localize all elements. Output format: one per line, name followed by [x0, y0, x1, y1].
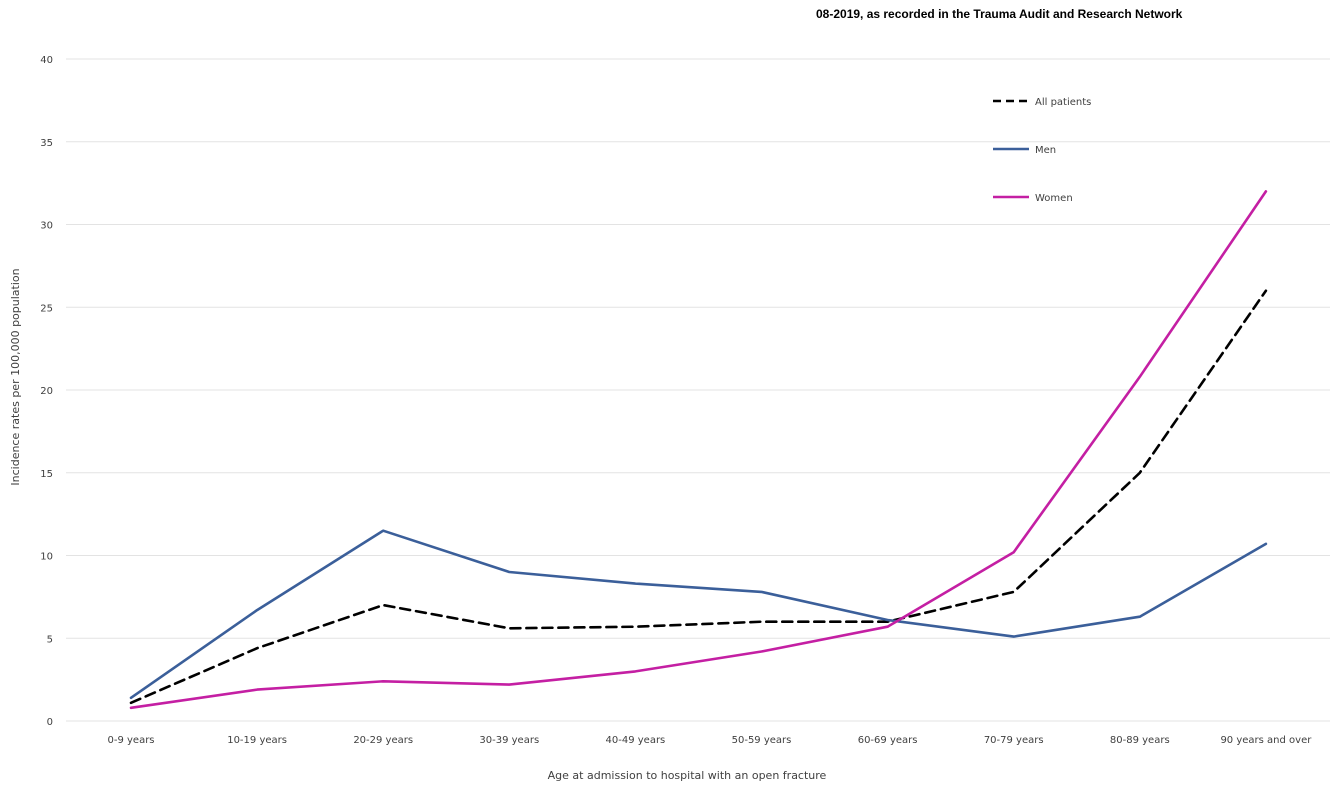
y-tick-label: 10 [40, 552, 53, 563]
x-tick-label: 30-39 years [479, 735, 539, 746]
y-axis-ticks: 0 5 10 15 20 25 30 35 40 [40, 55, 53, 728]
legend: All patients Men Women [993, 97, 1091, 204]
x-tick-label: 40-49 years [606, 735, 666, 746]
y-tick-label: 0 [47, 717, 53, 728]
series-line-all-patients [129, 289, 1268, 705]
y-tick-label: 20 [40, 386, 53, 397]
gridlines [66, 58, 1330, 722]
x-tick-label: 10-19 years [227, 735, 287, 746]
x-tick-label: 80-89 years [1110, 735, 1170, 746]
y-tick-label: 15 [40, 469, 53, 480]
y-tick-label: 40 [40, 55, 53, 66]
x-axis-title: Age at admission to hospital with an ope… [548, 769, 827, 782]
y-tick-label: 35 [40, 138, 53, 149]
y-axis-title: Incidence rates per 100,000 population [9, 268, 22, 485]
y-tick-label: 30 [40, 221, 53, 232]
chart-title: 08-2019, as recorded in the Trauma Audit… [816, 7, 1183, 21]
legend-label-men: Men [1035, 145, 1056, 156]
x-tick-label: 50-59 years [732, 735, 792, 746]
series-line-men [129, 529, 1268, 700]
x-tick-label: 90 years and over [1220, 735, 1312, 746]
y-tick-label: 5 [47, 634, 53, 645]
legend-label-all-patients: All patients [1035, 97, 1091, 108]
x-tick-label: 0-9 years [107, 735, 154, 746]
x-tick-label: 60-69 years [858, 735, 918, 746]
x-tick-label: 20-29 years [353, 735, 413, 746]
y-tick-label: 25 [40, 303, 53, 314]
x-tick-label: 70-79 years [984, 735, 1044, 746]
x-axis-ticks: 0-9 years 10-19 years 20-29 years 30-39 yea… [107, 735, 1312, 746]
legend-label-women: Women [1035, 193, 1073, 204]
series-line-women [129, 190, 1268, 710]
series-lines [129, 190, 1268, 710]
